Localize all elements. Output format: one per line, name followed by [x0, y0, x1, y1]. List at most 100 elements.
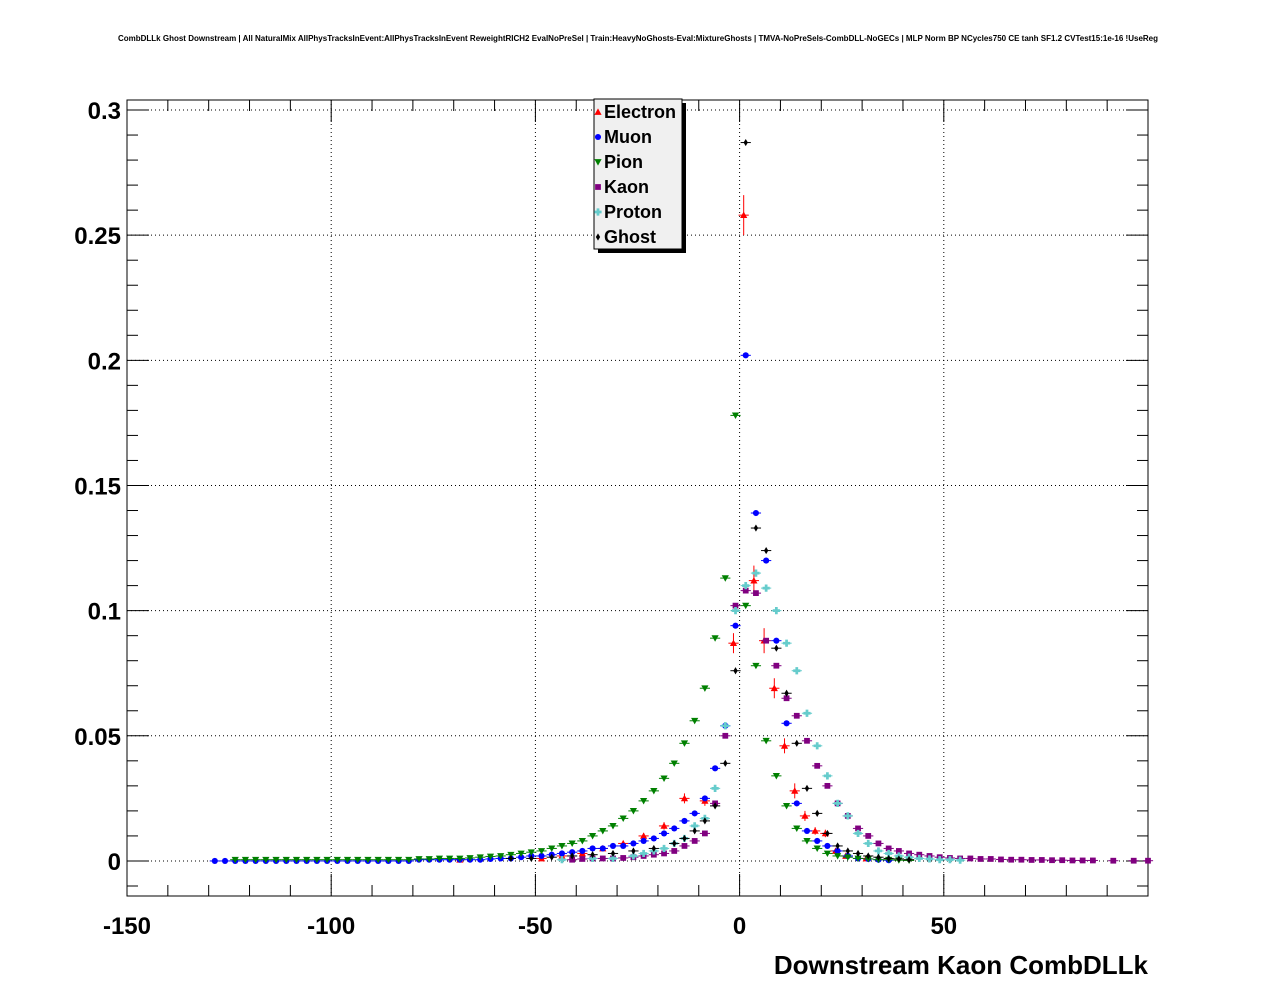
- data-point: [896, 855, 902, 863]
- data-point: [784, 689, 789, 697]
- data-point: [844, 812, 852, 820]
- data-point: [630, 840, 637, 847]
- data-point: [303, 856, 311, 864]
- data-point: [750, 577, 758, 584]
- data-point: [620, 842, 627, 849]
- data-point: [241, 856, 250, 864]
- data-point: [599, 845, 606, 852]
- data-point: [855, 849, 861, 858]
- legend-entry-electron: Electron: [594, 102, 676, 122]
- data-point: [885, 849, 893, 858]
- data-point: [772, 772, 780, 780]
- data-point: [651, 844, 656, 853]
- data-point: [527, 849, 535, 856]
- data-point: [753, 524, 759, 532]
- series-electron: [454, 195, 872, 863]
- data-point: [782, 803, 791, 810]
- data-point: [762, 737, 770, 745]
- data-point: [834, 847, 841, 855]
- data-point: [640, 798, 648, 805]
- data-point: [774, 644, 779, 652]
- data-point: [742, 602, 750, 610]
- data-point: [811, 827, 819, 834]
- data-point: [783, 695, 790, 702]
- series-muon: [209, 352, 894, 865]
- data-point: [815, 809, 820, 817]
- data-point: [538, 852, 545, 860]
- data-point: [691, 822, 699, 830]
- y-tick-label: 0.25: [74, 223, 121, 250]
- data-point: [865, 833, 872, 839]
- data-point: [712, 802, 718, 810]
- legend-marker: [594, 159, 602, 166]
- data-point: [702, 817, 708, 825]
- data-point: [752, 509, 759, 517]
- data-point: [711, 635, 719, 642]
- legend-marker: [595, 233, 601, 241]
- data-point: [823, 850, 832, 858]
- series-kaon: [567, 587, 1154, 864]
- data-point: [691, 810, 698, 817]
- data-point: [711, 784, 719, 792]
- data-point: [814, 762, 821, 769]
- data-point: [497, 853, 505, 860]
- data-point: [620, 855, 627, 861]
- data-point: [803, 827, 811, 834]
- data-point: [660, 830, 668, 837]
- data-point: [834, 799, 842, 807]
- data-point: [813, 845, 821, 853]
- legend-entry-proton: Proton: [594, 202, 662, 222]
- data-point: [772, 607, 780, 615]
- x-tick-label: -150: [103, 913, 151, 940]
- data-point: [814, 837, 821, 844]
- data-point: [549, 853, 554, 861]
- axis-ticks: [126, 100, 1149, 896]
- data-point: [333, 856, 341, 864]
- data-point: [671, 848, 678, 854]
- data-point: [855, 825, 861, 832]
- data-point: [1018, 856, 1025, 863]
- data-point: [732, 622, 739, 629]
- data-point: [763, 557, 770, 564]
- data-point: [415, 856, 423, 863]
- legend-marker: [594, 133, 602, 141]
- data-point: [803, 838, 811, 845]
- legend-marker: [594, 208, 602, 216]
- data-point: [537, 848, 546, 855]
- data-point: [804, 737, 810, 744]
- data-point: [702, 830, 708, 837]
- data-point: [364, 856, 372, 864]
- data-point: [721, 722, 729, 730]
- data-point: [835, 842, 840, 850]
- data-point: [221, 857, 229, 865]
- grid-lines: [127, 100, 1148, 896]
- data-point: [354, 856, 362, 864]
- data-point: [629, 852, 638, 860]
- x-tick-labels: -150 -100 -50 0 50: [103, 913, 957, 940]
- data-point: [793, 712, 800, 719]
- data-point: [1130, 857, 1137, 864]
- data-point: [721, 575, 729, 582]
- data-point: [1049, 857, 1055, 864]
- series-layer: [209, 138, 1154, 865]
- y-tick-labels: 0 0.05 0.1 0.15 0.2 0.25 0.3: [74, 98, 121, 876]
- legend-box: [593, 98, 683, 250]
- data-point: [752, 662, 760, 670]
- data-point: [915, 854, 923, 863]
- data-point: [343, 856, 352, 864]
- chart-title: CombDLLk Ghost Downstream | All NaturalM…: [117, 34, 1159, 43]
- data-point: [763, 546, 769, 555]
- data-point: [569, 852, 575, 860]
- y-tick-label: 0.15: [74, 473, 121, 500]
- legend-marker: [595, 184, 601, 190]
- data-point: [599, 855, 606, 862]
- data-point: [733, 667, 738, 675]
- legend-entry-ghost: Ghost: [595, 227, 656, 247]
- x-tick-label: 50: [930, 913, 957, 940]
- data-point: [895, 848, 902, 854]
- legend-label: Electron: [604, 102, 676, 122]
- data-point: [609, 842, 617, 849]
- data-point: [1038, 857, 1045, 863]
- data-point: [313, 856, 321, 864]
- data-point: [323, 856, 331, 864]
